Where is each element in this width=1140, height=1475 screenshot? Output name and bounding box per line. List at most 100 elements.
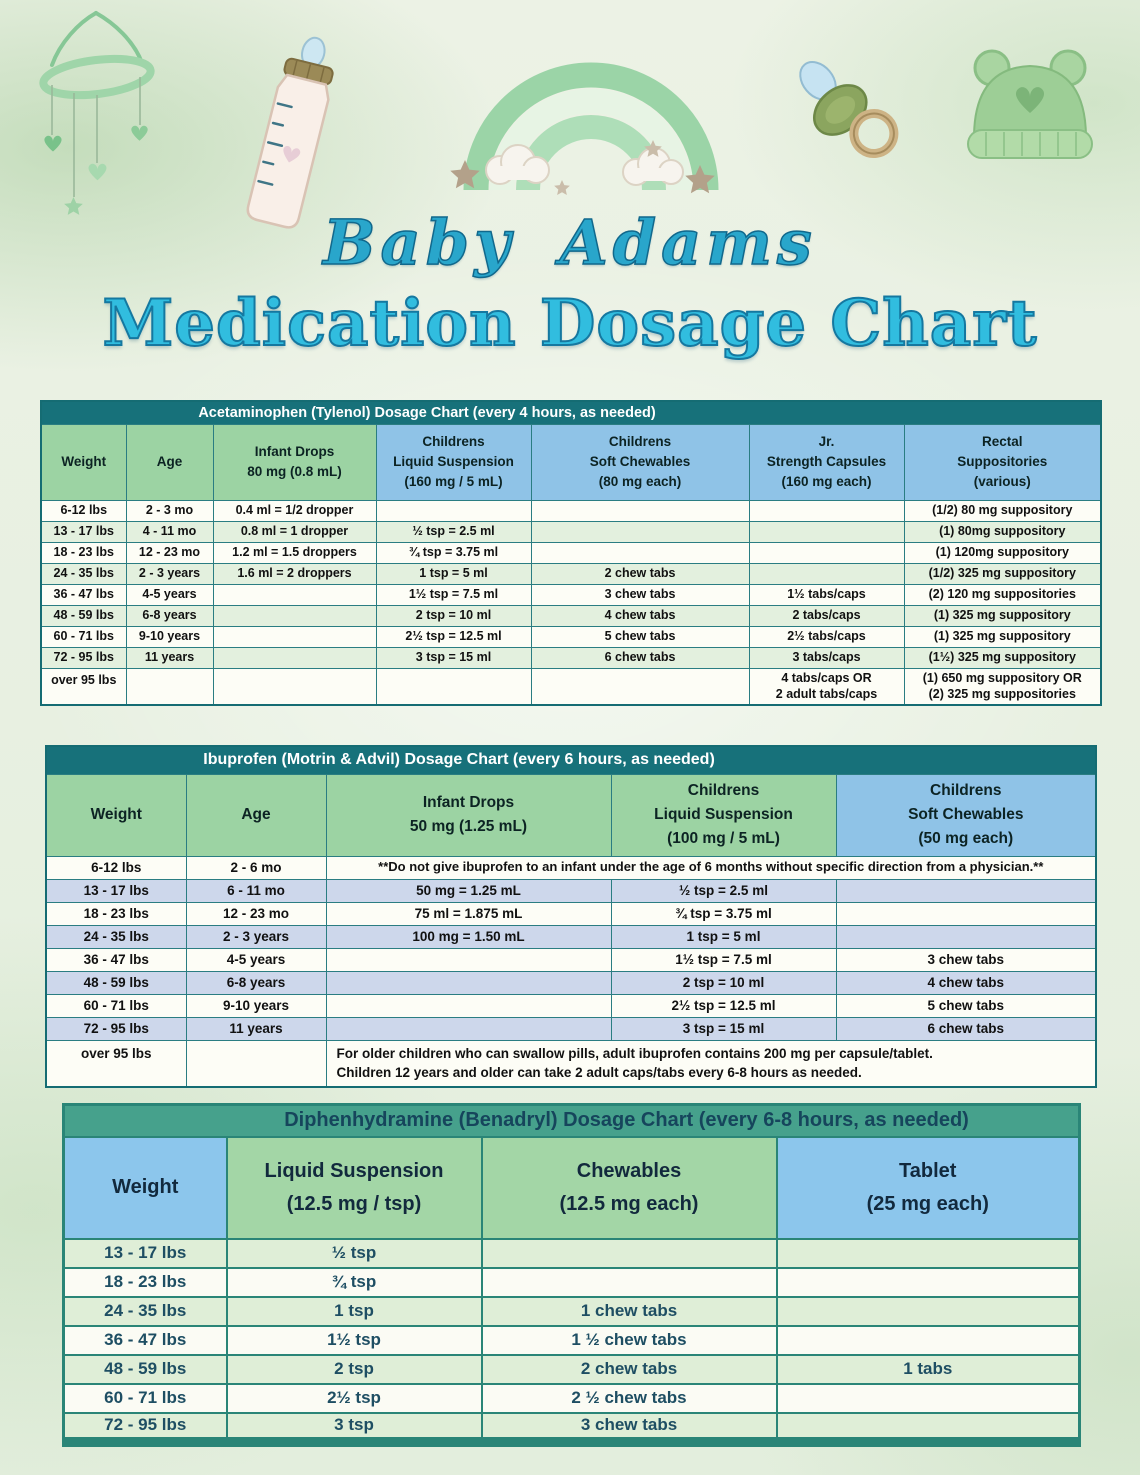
table-cell: 24 - 35 lbs xyxy=(45,924,187,949)
table-cell: 1.6 ml = 2 droppers xyxy=(212,562,377,585)
table-cell xyxy=(530,520,750,543)
acetaminophen-column-header-3: Childrens Liquid Suspension (160 mg / 5 … xyxy=(375,423,532,501)
table-cell: 9-10 years xyxy=(185,993,327,1018)
table-cell xyxy=(325,1016,612,1041)
ibuprofen-row-8: over 95 lbs For older children who can sw… xyxy=(45,1039,1097,1088)
table-cell xyxy=(212,604,377,627)
table-cell xyxy=(212,646,377,669)
acetaminophen-row-5: 48 - 59 lbs 6-8 years 2 tsp = 10 ml 4 chew … xyxy=(40,604,1102,627)
table-cell: 72 - 95 lbs xyxy=(45,1016,187,1041)
table-cell: 1 tsp xyxy=(225,1295,483,1327)
table-cell: 1.2 ml = 1.5 droppers xyxy=(212,541,377,564)
table-cell xyxy=(748,520,905,543)
table-cell: (2) 120 mg suppositories xyxy=(903,583,1102,606)
table-cell: ½ tsp xyxy=(225,1237,483,1269)
ibuprofen-row-7: 72 - 95 lbs 11 years 3 tsp = 15 ml 6 chew t… xyxy=(45,1016,1097,1041)
table-cell: (1) 325 mg suppository xyxy=(903,604,1102,627)
table-cell xyxy=(835,901,1097,926)
ibuprofen-table: Ibuprofen (Motrin & Advil) Dosage Chart … xyxy=(45,745,1098,1088)
acetaminophen-column-header-5: Jr. Strength Capsules (160 mg each) xyxy=(748,423,905,501)
table-cell: 2 chew tabs xyxy=(480,1353,778,1385)
table-cell: 2 - 3 years xyxy=(125,562,214,585)
table-cell xyxy=(835,878,1097,903)
diphenhydramine-row-5: 60 - 71 lbs 2½ tsp 2 ½ chew tabs xyxy=(62,1382,1081,1414)
ibuprofen-dosage-table: Ibuprofen (Motrin & Advil) Dosage Chart … xyxy=(45,745,1098,1088)
table-cell: 12 - 23 mo xyxy=(125,541,214,564)
table-cell: (1) 325 mg suppository xyxy=(903,625,1102,648)
table-cell xyxy=(212,625,377,648)
table-cell: 72 - 95 lbs xyxy=(62,1411,228,1443)
table-cell: ¾ tsp xyxy=(225,1266,483,1298)
table-cell: 3 chew tabs xyxy=(480,1411,778,1443)
table-cell: 13 - 17 lbs xyxy=(40,520,127,543)
diphenhydramine-row-1: 18 - 23 lbs ¾ tsp xyxy=(62,1266,1081,1298)
table-cell xyxy=(530,541,750,564)
table-cell xyxy=(375,667,532,706)
table-cell xyxy=(480,1266,778,1298)
table-cell: 75 ml = 1.875 mL xyxy=(325,901,612,926)
table-cell xyxy=(775,1382,1081,1414)
table-cell xyxy=(835,924,1097,949)
table-cell: 36 - 47 lbs xyxy=(62,1324,228,1356)
table-cell: 4-5 years xyxy=(185,947,327,972)
acetaminophen-row-0: 6-12 lbs 2 - 3 mo 0.4 ml = 1/2 dropper (1/2… xyxy=(40,499,1102,522)
table-cell xyxy=(480,1237,778,1269)
ibuprofen-column-header-1: Age xyxy=(185,773,327,857)
table-cell: 4 tabs/caps OR 2 adult tabs/caps xyxy=(748,667,905,706)
table-cell: 1 tsp = 5 ml xyxy=(375,562,532,585)
table-cell: 6-8 years xyxy=(125,604,214,627)
table-cell: 1½ tsp xyxy=(225,1324,483,1356)
table-cell: 100 mg = 1.50 mL xyxy=(325,924,612,949)
diphenhydramine-row-0: 13 - 17 lbs ½ tsp xyxy=(62,1237,1081,1269)
table-cell: 2½ tsp = 12.5 ml xyxy=(610,993,837,1018)
table-cell: 3 tsp = 15 ml xyxy=(375,646,532,669)
table-cell xyxy=(125,667,214,706)
table-cell: 72 - 95 lbs xyxy=(40,646,127,669)
table-cell: (1/2) 325 mg suppository xyxy=(903,562,1102,585)
table-cell: 48 - 59 lbs xyxy=(62,1353,228,1385)
table-cell xyxy=(185,1039,327,1088)
table-cell: 2 chew tabs xyxy=(530,562,750,585)
table-cell: 2 - 6 mo xyxy=(185,855,327,880)
table-cell: 6 chew tabs xyxy=(530,646,750,669)
table-cell: 48 - 59 lbs xyxy=(45,970,187,995)
table-cell: ½ tsp = 2.5 ml xyxy=(610,878,837,903)
acetaminophen-table: Acetaminophen (Tylenol) Dosage Chart (ev… xyxy=(40,400,1103,707)
table-cell: 0.4 ml = 1/2 dropper xyxy=(212,499,377,522)
table-cell: 4 chew tabs xyxy=(835,970,1097,995)
table-cell xyxy=(748,562,905,585)
acetaminophen-row-8: over 95 lbs 4 tabs/caps OR 2 adult tabs/c… xyxy=(40,667,1102,706)
table-cell: 1 tsp = 5 ml xyxy=(610,924,837,949)
acetaminophen-row-2: 18 - 23 lbs 12 - 23 mo 1.2 ml = 1.5 droppe… xyxy=(40,541,1102,564)
baby-name-title: Baby Adams xyxy=(322,205,817,280)
pacifier-icon xyxy=(799,61,899,159)
acetaminophen-table-title: Acetaminophen (Tylenol) Dosage Chart (ev… xyxy=(40,400,1102,425)
table-cell: 1 chew tabs xyxy=(480,1295,778,1327)
ibuprofen-column-header-3: Childrens Liquid Suspension (100 mg / 5 … xyxy=(610,773,837,857)
table-cell: For older children who can swallow pills… xyxy=(325,1039,1097,1088)
diphenhydramine-row-4: 48 - 59 lbs 2 tsp 2 chew tabs 1 tabs xyxy=(62,1353,1081,1385)
diphenhydramine-row-6: 72 - 95 lbs 3 tsp 3 chew tabs xyxy=(62,1411,1081,1443)
diphenhydramine-column-header-3: Tablet (25 mg each) xyxy=(775,1135,1081,1240)
table-cell: (1) 80mg suppository xyxy=(903,520,1102,543)
table-cell: ½ tsp = 2.5 ml xyxy=(375,520,532,543)
table-cell: 2 tsp xyxy=(225,1353,483,1385)
table-cell xyxy=(748,499,905,522)
ibuprofen-row-1: 13 - 17 lbs 6 - 11 mo 50 mg = 1.25 mL ½ tsp… xyxy=(45,878,1097,903)
table-cell: ¾ tsp = 3.75 ml xyxy=(375,541,532,564)
table-cell: 3 tsp xyxy=(225,1411,483,1443)
acetaminophen-column-header-4: Childrens Soft Chewables (80 mg each) xyxy=(530,423,750,501)
table-cell: 60 - 71 lbs xyxy=(45,993,187,1018)
table-cell: 36 - 47 lbs xyxy=(45,947,187,972)
table-cell: 1½ tabs/caps xyxy=(748,583,905,606)
diphenhydramine-column-header-0: Weight xyxy=(62,1135,228,1240)
table-cell: **Do not give ibuprofen to an infant und… xyxy=(325,855,1097,880)
acetaminophen-row-4: 36 - 47 lbs 4-5 years 1½ tsp = 7.5 ml 3 che… xyxy=(40,583,1102,606)
table-cell: 6-12 lbs xyxy=(40,499,127,522)
ibuprofen-row-4: 36 - 47 lbs 4-5 years 1½ tsp = 7.5 ml 3 che… xyxy=(45,947,1097,972)
rainbow-icon xyxy=(450,62,719,196)
table-cell xyxy=(325,993,612,1018)
table-cell: 2 - 3 mo xyxy=(125,499,214,522)
table-cell: (1/2) 80 mg suppository xyxy=(903,499,1102,522)
